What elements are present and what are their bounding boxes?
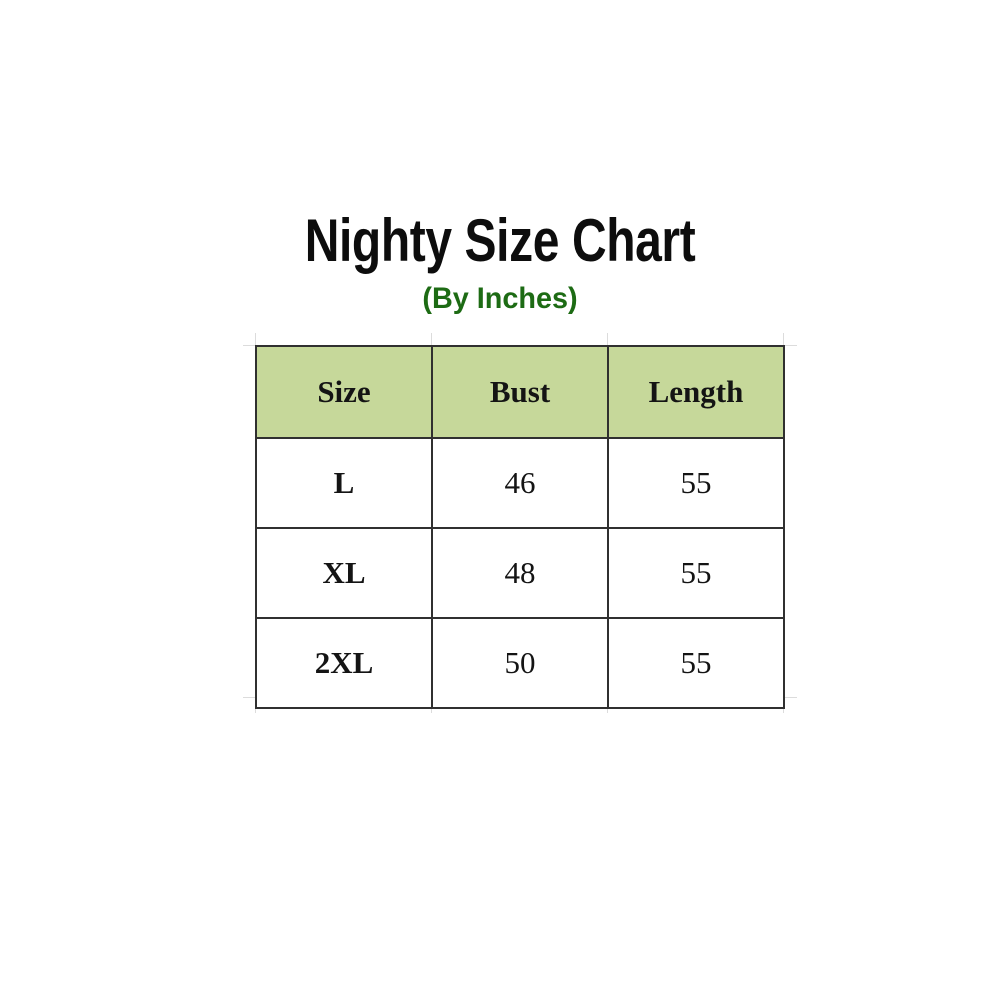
- guide-tick-bottom-left: [243, 697, 257, 698]
- guide-tick-bottom-right: [783, 697, 797, 698]
- guide-tick-top-left: [243, 345, 257, 346]
- page-title: Nighty Size Chart: [304, 207, 696, 274]
- page-subtitle-units: (By Inches): [422, 282, 578, 315]
- cell-size: 2XL: [255, 617, 433, 709]
- cell-bust: 46: [431, 437, 609, 529]
- cell-size: XL: [255, 527, 433, 619]
- size-chart-table: Size Bust Length L 46 55 XL 48 55 2XL: [255, 345, 785, 709]
- cell-length: 55: [607, 527, 785, 619]
- table-header: Size Bust Length: [255, 345, 785, 439]
- cell-size: L: [255, 437, 433, 529]
- size-chart-table-container: Size Bust Length L 46 55 XL 48 55 2XL: [255, 345, 785, 709]
- table-row: 2XL 50 55: [255, 617, 785, 709]
- cell-bust: 48: [431, 527, 609, 619]
- column-header-length: Length: [607, 345, 785, 439]
- table-row: XL 48 55: [255, 527, 785, 619]
- table-header-row: Size Bust Length: [255, 345, 785, 439]
- cell-bust: 50: [431, 617, 609, 709]
- cell-length: 55: [607, 437, 785, 529]
- column-header-size: Size: [255, 345, 433, 439]
- guide-tick-mid2-above: [607, 333, 608, 347]
- cell-length: 55: [607, 617, 785, 709]
- table-body: L 46 55 XL 48 55 2XL 50 55: [255, 437, 785, 709]
- guide-tick-top-right: [783, 345, 797, 346]
- guide-tick-left-above: [255, 333, 256, 347]
- column-header-bust: Bust: [431, 345, 609, 439]
- table-row: L 46 55: [255, 437, 785, 529]
- chart-title-block: Nighty Size Chart (By Inches): [0, 208, 1000, 316]
- guide-tick-mid1-above: [431, 333, 432, 347]
- guide-tick-right-above: [783, 333, 784, 347]
